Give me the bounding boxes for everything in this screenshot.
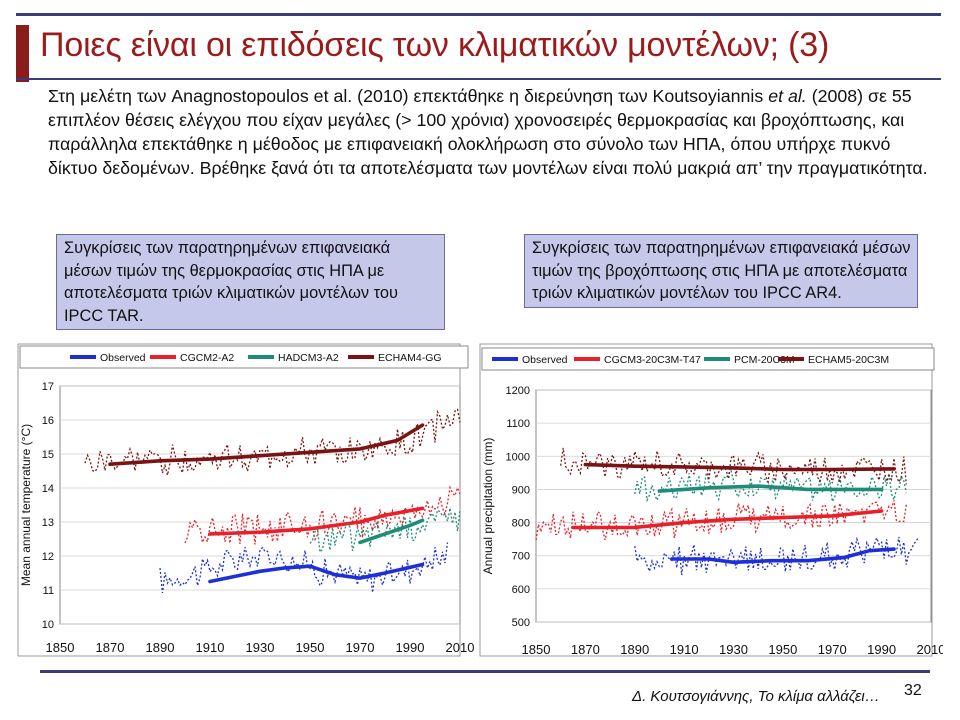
x-tick-label: 2010: [446, 640, 475, 655]
x-tick-label: 1850: [522, 642, 551, 657]
y-tick-label: 1000: [506, 451, 530, 463]
series-smoothed-line: [670, 547, 896, 565]
y-tick-label: 900: [512, 484, 530, 496]
y-tick-label: 13: [42, 517, 54, 529]
y-tick-label: 10: [42, 619, 54, 631]
x-tick-label: 1870: [571, 642, 600, 657]
y-axis-label: Annual precipitation (mm): [481, 438, 495, 575]
y-tick-label: 1200: [506, 385, 530, 397]
x-tick-label: 1870: [96, 640, 125, 655]
slide-title: Ποιες είναι οι επιδόσεις των κλιματικών …: [40, 26, 830, 64]
page-number: 32: [904, 682, 922, 699]
series-annual-line: [535, 500, 907, 541]
series-annual-line: [184, 485, 461, 545]
title-accent-bar: [16, 25, 29, 82]
body-text-part-2: (2008) σε 55 επιπλέον θέσεις ελέγχου που…: [48, 86, 928, 178]
y-tick-label: 1100: [506, 418, 530, 430]
legend-label: Observed: [100, 352, 146, 364]
legend-label: ECHAM4-GG: [378, 352, 442, 364]
y-tick-label: 14: [42, 483, 54, 495]
top-rule: [16, 13, 941, 16]
y-tick-label: 12: [42, 551, 54, 563]
title-rule: [16, 78, 941, 80]
series-smoothed-line: [571, 509, 884, 530]
y-tick-label: 600: [512, 584, 530, 596]
temperature-chart: Observed CGCM2-A2 HADCM3-A2 ECHAM4-GG 10 11 12…: [16, 340, 488, 660]
footer-text: Δ. Κουτσογιάννης, Το κλίμα αλλάζει…: [632, 688, 880, 705]
temperature-chart-svg: Observed CGCM2-A2 HADCM3-A2 ECHAM4-GG 10 11 12…: [17, 343, 475, 657]
x-tick-label: 1950: [768, 642, 797, 657]
x-tick-label: 1910: [196, 640, 225, 655]
body-paragraph: Στη μελέτη των Anagnostopoulos et al. (2…: [48, 84, 928, 180]
plot-area: [59, 385, 461, 625]
x-tick-label: 1850: [46, 640, 75, 655]
x-tick-label: 1890: [620, 642, 649, 657]
series-smoothed-line: [583, 462, 896, 472]
y-tick-label: 15: [42, 449, 54, 461]
x-tick-label: 1910: [670, 642, 699, 657]
y-tick-label: 17: [42, 381, 54, 393]
body-text-part-1: Στη μελέτη των Anagnostopoulos et al. (2…: [48, 86, 769, 106]
series-smoothed-line: [358, 518, 425, 545]
y-tick-label: 700: [512, 551, 530, 563]
caption-temperature: Συγκρίσεις των παρατηρημένων επιφανειακά…: [56, 234, 445, 330]
body-text-italic: et al.: [768, 86, 807, 106]
y-tick-label: 11: [43, 585, 54, 597]
legend-label: CGCM3-20C3M-T47: [604, 354, 701, 366]
legend-label: CGCM2-A2: [180, 352, 234, 364]
y-axis-label: Mean annual temperature (°C): [19, 424, 33, 586]
footer-rule: [40, 670, 930, 673]
x-tick-label: 1890: [146, 640, 175, 655]
y-tick-label: 800: [512, 518, 530, 530]
series-smoothed-line: [208, 506, 425, 536]
x-tick-label: 1950: [296, 640, 325, 655]
x-tick-label: 1990: [867, 642, 896, 657]
series-smoothed-line: [657, 484, 884, 493]
x-tick-label: 1930: [719, 642, 748, 657]
x-tick-label: 1970: [818, 642, 847, 657]
caption-precipitation: Συγκρίσεις των παρατηρημένων επιφανειακά…: [524, 234, 918, 308]
legend-label: Observed: [522, 354, 568, 366]
series-annual-line: [560, 447, 907, 485]
x-tick-label: 1970: [346, 640, 375, 655]
x-tick-label: 1990: [396, 640, 425, 655]
precipitation-chart: Observed CGCM3-20C3M-T47 PCM-20C3M ECHAM5-2…: [478, 340, 945, 660]
precipitation-chart-svg: Observed CGCM3-20C3M-T47 PCM-20C3M ECHAM5-2…: [479, 343, 945, 657]
series-annual-line: [84, 408, 461, 476]
y-tick-label: 16: [42, 415, 54, 427]
legend-box: [19, 345, 469, 369]
x-tick-label: 1930: [246, 640, 275, 655]
plot-area: [535, 389, 932, 623]
legend-label: ECHAM5-20C3M: [808, 354, 889, 366]
x-tick-label: 2010: [917, 642, 943, 657]
series-smoothed-line: [108, 423, 425, 466]
series-annual-line: [309, 507, 461, 554]
legend-label: HADCM3-A2: [278, 352, 339, 364]
y-tick-label: 500: [512, 617, 530, 629]
series-smoothed-line: [208, 562, 425, 584]
